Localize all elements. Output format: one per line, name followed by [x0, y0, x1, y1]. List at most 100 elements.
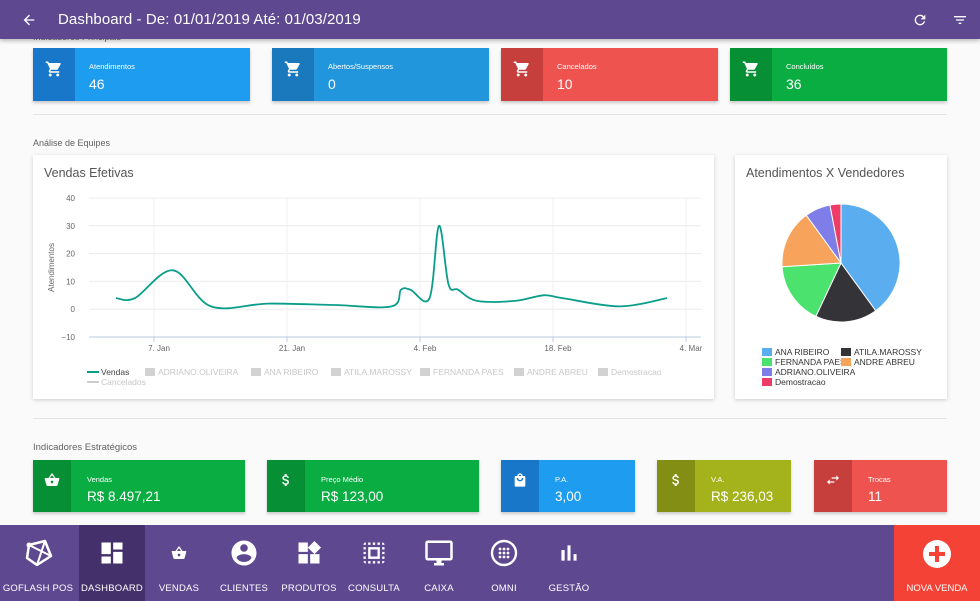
divider — [33, 114, 947, 115]
strategic-label: Preço Médio — [321, 475, 364, 484]
nova-venda-button[interactable]: NOVA VENDA — [894, 525, 980, 601]
section-label-equipes: Análise de Equipes — [33, 138, 111, 148]
legend-item[interactable]: Vendas — [101, 367, 129, 377]
basket-icon — [33, 460, 71, 512]
filter-button[interactable] — [940, 0, 980, 39]
refresh-icon — [914, 14, 926, 25]
kpi-label: Cancelados — [557, 62, 597, 71]
nav-item-consulta[interactable]: CONSULTA — [341, 525, 407, 601]
legend-item[interactable]: ATILA.MAROSSY — [854, 347, 922, 357]
legend-symbol — [841, 348, 851, 356]
swap-icon — [814, 460, 852, 512]
strategic-card-pre-o-m-dio[interactable]: Preço Médio R$ 123,00 — [267, 460, 479, 512]
kpi-value: 10 — [557, 76, 573, 92]
nav-item-gest-o[interactable]: GESTÃO — [536, 525, 602, 601]
cart-icon — [272, 48, 314, 101]
cart-icon — [501, 48, 543, 101]
pie-slice[interactable] — [829, 203, 842, 264]
pie-chart-panel: Atendimentos X Vendedores ANA RIBEIRO ATI… — [735, 155, 947, 399]
strategic-card-vendas[interactable]: Vendas R$ 8.497,21 — [33, 460, 245, 512]
kpi-card-abertos-suspensos[interactable]: Abertos/Suspensos 0 — [272, 48, 489, 101]
legend-item[interactable]: Cancelados — [101, 377, 146, 387]
legend-symbol — [420, 368, 430, 376]
legend-item[interactable]: ATILA.MAROSSY — [344, 367, 412, 377]
divider — [33, 418, 947, 419]
arrow-back-icon — [23, 14, 35, 25]
nav-item-goflash-pos[interactable]: GOFLASH POS — [0, 525, 76, 601]
strategic-card-p-a-[interactable]: P.A. 3,00 — [501, 460, 635, 512]
line-chart-title: Vendas Efetivas — [44, 166, 134, 180]
page-title: Dashboard - De: 01/01/2019 Até: 01/03/20… — [58, 11, 361, 28]
strategic-value: R$ 123,00 — [321, 489, 384, 504]
line-chart: 40 30 20 10 0 −10 7. Jan 21. Jan 4. Feb 18. Feb 4.… — [47, 194, 703, 387]
nav-label: OMNI — [491, 583, 517, 594]
legend-symbol — [841, 358, 851, 366]
pie-slice[interactable] — [781, 262, 842, 318]
dashboard-icon — [98, 537, 126, 569]
add-circle-icon — [923, 540, 951, 568]
x-tick-label: 21. Jan — [279, 344, 305, 353]
bag-icon — [501, 460, 539, 512]
pie-chart-title: Atendimentos X Vendedores — [746, 166, 905, 180]
legend-symbol — [762, 368, 772, 376]
app-bar: Dashboard - De: 01/01/2019 Até: 01/03/20… — [0, 0, 980, 39]
legend-item[interactable]: FERNANDA PAES — [775, 357, 846, 367]
legend-symbol — [762, 358, 772, 366]
kpi-value: 0 — [328, 76, 336, 92]
dollar-icon — [657, 460, 695, 512]
kpi-card-atendimentos[interactable]: Atendimentos 46 — [33, 48, 250, 101]
nav-label: GOFLASH POS — [2, 583, 74, 594]
legend-item[interactable]: ADRIANO.OLIVEIRA — [158, 367, 239, 377]
strategic-label: P.A. — [555, 475, 569, 484]
pie-chart: ANA RIBEIRO ATILA.MAROSSY FERNANDA PAES AND… — [762, 203, 922, 387]
goflash-logo-icon — [21, 537, 55, 569]
legend-item[interactable]: ADRIANO.OLIVEIRA — [775, 367, 856, 377]
account-icon — [229, 537, 259, 569]
legend-symbol — [762, 378, 772, 386]
legend-item[interactable]: FERNANDA PAES — [433, 367, 504, 377]
y-tick-label: −10 — [61, 333, 75, 342]
section-label-estrategicos: Indicadores Estratégicos — [33, 442, 138, 453]
legend-symbol — [762, 348, 772, 356]
strategic-card-trocas[interactable]: Trocas 11 — [814, 460, 947, 512]
x-tick-label: 18. Feb — [544, 344, 572, 353]
back-button[interactable] — [0, 0, 58, 39]
nav-item-vendas[interactable]: VENDAS — [146, 525, 212, 601]
kpi-label: Concluídos — [786, 62, 824, 71]
pie-slice[interactable] — [815, 262, 877, 323]
pie-slice[interactable] — [840, 203, 901, 312]
kpi-card-conclu-dos[interactable]: Concluídos 36 — [730, 48, 947, 101]
legend-item[interactable]: ANA RIBEIRO — [264, 367, 319, 377]
select-frame-icon — [360, 537, 388, 569]
refresh-button[interactable] — [900, 0, 940, 39]
x-tick-label: 7. Jan — [148, 344, 170, 353]
strategic-value: R$ 236,03 — [711, 489, 774, 504]
nav-label: CONSULTA — [348, 583, 400, 594]
nav-item-clientes[interactable]: CLIENTES — [211, 525, 277, 601]
nav-item-dashboard[interactable]: DASHBOARD — [79, 525, 145, 601]
cart-icon — [730, 48, 772, 101]
kpi-label: Atendimentos — [89, 62, 135, 71]
strategic-card-v-a-[interactable]: V.A. R$ 236,03 — [657, 460, 791, 512]
legend-item[interactable]: Demostracao — [775, 377, 826, 387]
nav-label: CAIXA — [424, 583, 454, 594]
nova-venda-label: NOVA VENDA — [906, 583, 968, 594]
legend-symbol — [251, 368, 261, 376]
legend-item[interactable]: Demostracao — [611, 367, 662, 377]
strategic-value: 3,00 — [555, 489, 582, 504]
strategic-value: 11 — [868, 489, 883, 504]
filter-icon — [954, 15, 966, 24]
nav-item-produtos[interactable]: PRODUTOS — [276, 525, 342, 601]
legend-item[interactable]: ANA RIBEIRO — [775, 347, 830, 357]
legend-item[interactable]: ANDRE ABREU — [527, 367, 588, 377]
nav-item-omni[interactable]: OMNI — [471, 525, 537, 601]
series-line-vendas[interactable] — [115, 224, 668, 310]
pie-slice[interactable] — [781, 214, 842, 268]
strategic-label: Vendas — [87, 475, 113, 484]
kpi-card-cancelados[interactable]: Cancelados 10 — [501, 48, 718, 101]
legend-item[interactable]: ANDRE ABREU — [854, 357, 915, 367]
nav-label: GESTÃO — [548, 583, 590, 594]
legend-symbol — [598, 368, 608, 376]
nav-item-caixa[interactable]: CAIXA — [406, 525, 472, 601]
x-tick-label: 4. Feb — [414, 344, 437, 353]
